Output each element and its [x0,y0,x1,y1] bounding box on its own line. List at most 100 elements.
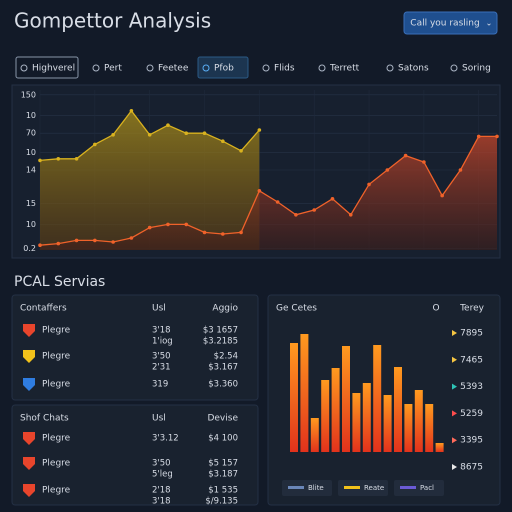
legend-chip [338,480,388,496]
legend-swatch [344,486,360,489]
data-point [202,131,207,135]
data-point [257,128,262,132]
bar [310,418,319,452]
row-icon [23,484,35,497]
data-point [56,241,61,246]
tab-label[interactable]: Soring [462,64,491,74]
bar [414,390,423,452]
page-title: Gompettor Analysis [14,9,211,33]
tab-icon[interactable] [262,64,270,72]
data-point [239,230,243,235]
data-point [239,149,243,153]
series-line [39,135,497,246]
data-point [38,158,42,163]
data-point [111,133,115,137]
bar-title: Ge Cetes [276,304,317,314]
row-value: 5'leg [152,470,173,480]
side-value: 3395 [460,436,483,446]
data-point [147,225,152,230]
tab-label[interactable]: Pert [104,64,122,74]
tab-label[interactable]: Pfob [214,64,234,74]
bar [373,345,382,452]
y-tick-label: 10 [26,148,36,157]
data-point [476,134,481,139]
bar [404,404,413,452]
data-point [111,240,115,244]
y-tick-label: 10 [26,111,36,120]
row-icon [23,350,35,363]
bar [383,395,392,452]
tab-icon[interactable] [202,64,210,72]
row-value: 1'iog [152,337,173,347]
tab-box[interactable] [197,56,249,79]
chevron[interactable]: ⌄ [486,19,493,28]
data-point [422,160,426,164]
data-point [257,189,262,193]
tab-icon[interactable] [318,64,326,72]
data-point [440,193,444,198]
data-point [147,133,152,137]
side-value: 5259 [460,409,483,419]
data-point [348,213,353,217]
row-value: $2.54 [214,352,238,362]
data-point [275,200,280,204]
row-value: 3'3.12 [152,434,179,444]
data-point [166,222,170,227]
tab-label[interactable]: Highverel [32,64,75,74]
side-value: 7895 [460,329,483,339]
tab-icon[interactable] [92,64,100,72]
data-point [74,238,79,243]
data-point [458,168,463,172]
tab-box[interactable] [15,56,79,79]
tab-icon[interactable] [146,64,154,72]
bar [290,343,298,452]
data-point [403,153,408,158]
bar [435,443,444,452]
side-value: 5393 [460,382,483,392]
legend-chip [394,480,444,496]
tab-label[interactable]: Terrett [329,64,360,74]
row-name: Plegre [42,380,71,390]
data-point [129,109,134,113]
data-point [202,230,207,235]
bar [321,380,330,452]
data-point [93,238,97,243]
tab-label[interactable]: Feetee [158,64,189,74]
tab-icon[interactable] [450,64,458,72]
row-value: $3.187 [208,470,238,480]
legend-label: Blite [308,484,324,492]
action-button-label[interactable]: Call you rasling [410,19,479,29]
data-point [184,222,189,227]
data-point [330,197,335,201]
bar [362,383,371,452]
data-point [495,134,499,139]
tab-icon[interactable] [386,64,394,72]
bar [394,367,402,452]
row-value: $4 100 [208,434,238,444]
row-icon [23,457,35,470]
trend-icon [452,410,457,417]
column-header: Aggio [212,304,238,314]
trend-icon [452,464,457,470]
action-button[interactable] [403,11,498,35]
row-value: 3'50 [152,459,171,469]
trend-icon [452,383,457,390]
data-point [38,243,42,247]
row-value: 3'18 [152,497,171,507]
legend-swatch [400,486,416,489]
bar-header: O [432,304,439,314]
tab-label[interactable]: Flids [274,64,295,74]
data-point [221,139,225,143]
tab-label[interactable]: Satons [398,64,429,74]
data-point [312,208,317,212]
area-fill [40,136,497,250]
trend-icon [452,356,457,363]
section-title: PCAL Servias [14,274,105,290]
data-point [166,123,170,127]
row-value: $1 535 [208,486,238,496]
row-icon [23,324,35,337]
tab-icon[interactable] [20,64,28,72]
side-value: 8675 [460,463,483,473]
row-name: Plegre [42,434,71,444]
row-value: $/9.135 [205,497,238,507]
